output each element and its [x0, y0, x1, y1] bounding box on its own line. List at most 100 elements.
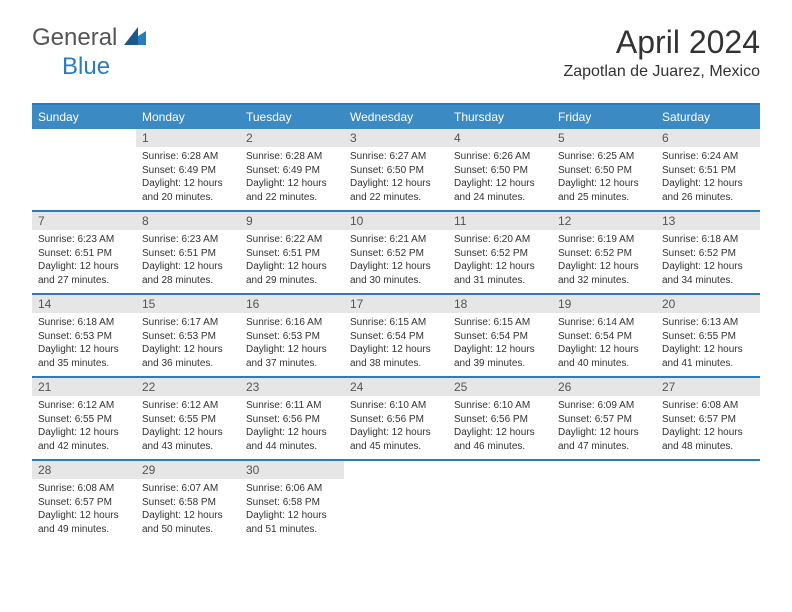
calendar-week: 21Sunrise: 6:12 AMSunset: 6:55 PMDayligh…	[32, 378, 760, 461]
logo-mark-icon	[124, 27, 146, 50]
calendar-day: 2Sunrise: 6:28 AMSunset: 6:49 PMDaylight…	[240, 129, 344, 210]
calendar-day: 21Sunrise: 6:12 AMSunset: 6:55 PMDayligh…	[32, 378, 136, 459]
day-number: 14	[32, 295, 136, 313]
day-number: 18	[448, 295, 552, 313]
calendar-day: 29Sunrise: 6:07 AMSunset: 6:58 PMDayligh…	[136, 461, 240, 542]
day-info: Sunrise: 6:22 AMSunset: 6:51 PMDaylight:…	[240, 230, 344, 293]
calendar-week: 28Sunrise: 6:08 AMSunset: 6:57 PMDayligh…	[32, 461, 760, 542]
calendar-day: 9Sunrise: 6:22 AMSunset: 6:51 PMDaylight…	[240, 212, 344, 293]
day-number: 11	[448, 212, 552, 230]
day-info: Sunrise: 6:23 AMSunset: 6:51 PMDaylight:…	[136, 230, 240, 293]
day-number: 20	[656, 295, 760, 313]
day-number: 27	[656, 378, 760, 396]
calendar-day: 10Sunrise: 6:21 AMSunset: 6:52 PMDayligh…	[344, 212, 448, 293]
calendar-day: 28Sunrise: 6:08 AMSunset: 6:57 PMDayligh…	[32, 461, 136, 542]
day-info: Sunrise: 6:23 AMSunset: 6:51 PMDaylight:…	[32, 230, 136, 293]
day-number: 24	[344, 378, 448, 396]
day-number: 7	[32, 212, 136, 230]
day-number: 5	[552, 129, 656, 147]
day-info: Sunrise: 6:12 AMSunset: 6:55 PMDaylight:…	[136, 396, 240, 459]
day-number: 22	[136, 378, 240, 396]
day-number: 8	[136, 212, 240, 230]
day-number: 4	[448, 129, 552, 147]
calendar-day: .	[344, 461, 448, 542]
calendar-day: 13Sunrise: 6:18 AMSunset: 6:52 PMDayligh…	[656, 212, 760, 293]
day-number: 13	[656, 212, 760, 230]
calendar-week: 14Sunrise: 6:18 AMSunset: 6:53 PMDayligh…	[32, 295, 760, 378]
calendar-day: 5Sunrise: 6:25 AMSunset: 6:50 PMDaylight…	[552, 129, 656, 210]
day-info: Sunrise: 6:28 AMSunset: 6:49 PMDaylight:…	[136, 147, 240, 210]
day-info: Sunrise: 6:18 AMSunset: 6:53 PMDaylight:…	[32, 313, 136, 376]
calendar-day: 4Sunrise: 6:26 AMSunset: 6:50 PMDaylight…	[448, 129, 552, 210]
calendar-day: 6Sunrise: 6:24 AMSunset: 6:51 PMDaylight…	[656, 129, 760, 210]
logo-text-blue: Blue	[62, 53, 110, 80]
calendar-week: .1Sunrise: 6:28 AMSunset: 6:49 PMDayligh…	[32, 129, 760, 212]
day-info: Sunrise: 6:26 AMSunset: 6:50 PMDaylight:…	[448, 147, 552, 210]
day-header: Tuesday	[240, 105, 344, 129]
day-info: Sunrise: 6:15 AMSunset: 6:54 PMDaylight:…	[344, 313, 448, 376]
calendar-day: 19Sunrise: 6:14 AMSunset: 6:54 PMDayligh…	[552, 295, 656, 376]
calendar-header-row: SundayMondayTuesdayWednesdayThursdayFrid…	[32, 105, 760, 129]
day-info: Sunrise: 6:07 AMSunset: 6:58 PMDaylight:…	[136, 479, 240, 542]
day-number: 26	[552, 378, 656, 396]
day-number: 30	[240, 461, 344, 479]
day-number: 1	[136, 129, 240, 147]
day-info: Sunrise: 6:09 AMSunset: 6:57 PMDaylight:…	[552, 396, 656, 459]
day-info: Sunrise: 6:19 AMSunset: 6:52 PMDaylight:…	[552, 230, 656, 293]
day-number: 19	[552, 295, 656, 313]
day-number: 21	[32, 378, 136, 396]
calendar-week: 7Sunrise: 6:23 AMSunset: 6:51 PMDaylight…	[32, 212, 760, 295]
calendar-day: 30Sunrise: 6:06 AMSunset: 6:58 PMDayligh…	[240, 461, 344, 542]
calendar-day: 11Sunrise: 6:20 AMSunset: 6:52 PMDayligh…	[448, 212, 552, 293]
calendar-day: 16Sunrise: 6:16 AMSunset: 6:53 PMDayligh…	[240, 295, 344, 376]
calendar-day: .	[448, 461, 552, 542]
day-info: Sunrise: 6:20 AMSunset: 6:52 PMDaylight:…	[448, 230, 552, 293]
calendar-day: .	[552, 461, 656, 542]
day-number: 23	[240, 378, 344, 396]
day-info: Sunrise: 6:10 AMSunset: 6:56 PMDaylight:…	[448, 396, 552, 459]
day-number: 12	[552, 212, 656, 230]
day-info: Sunrise: 6:15 AMSunset: 6:54 PMDaylight:…	[448, 313, 552, 376]
calendar-page: General April 2024 Zapotlan de Juarez, M…	[0, 0, 792, 566]
calendar-day: 27Sunrise: 6:08 AMSunset: 6:57 PMDayligh…	[656, 378, 760, 459]
day-info: Sunrise: 6:06 AMSunset: 6:58 PMDaylight:…	[240, 479, 344, 542]
calendar-day: .	[32, 129, 136, 210]
calendar-day: 7Sunrise: 6:23 AMSunset: 6:51 PMDaylight…	[32, 212, 136, 293]
calendar-day: 22Sunrise: 6:12 AMSunset: 6:55 PMDayligh…	[136, 378, 240, 459]
day-info: Sunrise: 6:25 AMSunset: 6:50 PMDaylight:…	[552, 147, 656, 210]
day-info: Sunrise: 6:28 AMSunset: 6:49 PMDaylight:…	[240, 147, 344, 210]
day-header: Monday	[136, 105, 240, 129]
calendar-day: 8Sunrise: 6:23 AMSunset: 6:51 PMDaylight…	[136, 212, 240, 293]
day-number: 15	[136, 295, 240, 313]
day-info: Sunrise: 6:27 AMSunset: 6:50 PMDaylight:…	[344, 147, 448, 210]
calendar-day: 1Sunrise: 6:28 AMSunset: 6:49 PMDaylight…	[136, 129, 240, 210]
calendar-day: 17Sunrise: 6:15 AMSunset: 6:54 PMDayligh…	[344, 295, 448, 376]
day-info: Sunrise: 6:16 AMSunset: 6:53 PMDaylight:…	[240, 313, 344, 376]
day-number: 17	[344, 295, 448, 313]
day-info: Sunrise: 6:12 AMSunset: 6:55 PMDaylight:…	[32, 396, 136, 459]
day-number: 3	[344, 129, 448, 147]
logo-text-general: General	[32, 24, 117, 52]
calendar: SundayMondayTuesdayWednesdayThursdayFrid…	[32, 103, 760, 542]
calendar-day: 20Sunrise: 6:13 AMSunset: 6:55 PMDayligh…	[656, 295, 760, 376]
day-number: 9	[240, 212, 344, 230]
calendar-day: 18Sunrise: 6:15 AMSunset: 6:54 PMDayligh…	[448, 295, 552, 376]
day-header: Sunday	[32, 105, 136, 129]
calendar-day: .	[656, 461, 760, 542]
day-header: Thursday	[448, 105, 552, 129]
day-number: 6	[656, 129, 760, 147]
calendar-day: 26Sunrise: 6:09 AMSunset: 6:57 PMDayligh…	[552, 378, 656, 459]
day-header: Saturday	[656, 105, 760, 129]
day-info: Sunrise: 6:24 AMSunset: 6:51 PMDaylight:…	[656, 147, 760, 210]
day-number: 16	[240, 295, 344, 313]
day-info: Sunrise: 6:17 AMSunset: 6:53 PMDaylight:…	[136, 313, 240, 376]
calendar-day: 15Sunrise: 6:17 AMSunset: 6:53 PMDayligh…	[136, 295, 240, 376]
calendar-day: 14Sunrise: 6:18 AMSunset: 6:53 PMDayligh…	[32, 295, 136, 376]
calendar-day: 24Sunrise: 6:10 AMSunset: 6:56 PMDayligh…	[344, 378, 448, 459]
calendar-day: 25Sunrise: 6:10 AMSunset: 6:56 PMDayligh…	[448, 378, 552, 459]
day-info: Sunrise: 6:21 AMSunset: 6:52 PMDaylight:…	[344, 230, 448, 293]
day-info: Sunrise: 6:11 AMSunset: 6:56 PMDaylight:…	[240, 396, 344, 459]
day-info: Sunrise: 6:14 AMSunset: 6:54 PMDaylight:…	[552, 313, 656, 376]
day-number: 25	[448, 378, 552, 396]
day-number: 28	[32, 461, 136, 479]
